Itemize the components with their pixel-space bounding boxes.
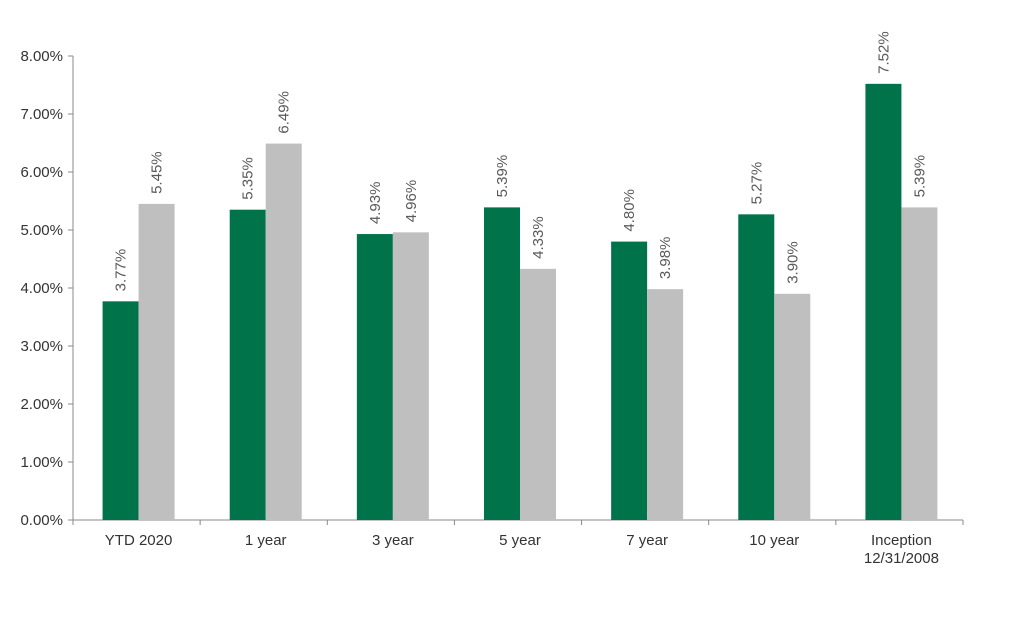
x-tick-label: 3 year bbox=[372, 532, 414, 549]
value-label: 4.93% bbox=[367, 182, 384, 225]
y-tick-label: 8.00% bbox=[20, 48, 63, 65]
value-label: 5.35% bbox=[240, 157, 257, 200]
value-label: 7.52% bbox=[875, 31, 892, 74]
x-tick-label: YTD 2020 bbox=[105, 532, 173, 549]
value-label: 4.96% bbox=[403, 180, 420, 223]
value-label: 3.77% bbox=[113, 249, 130, 292]
value-label: 3.98% bbox=[657, 237, 674, 280]
value-label: 6.49% bbox=[276, 91, 293, 134]
bar bbox=[392, 232, 429, 520]
y-tick-label: 7.00% bbox=[20, 106, 63, 123]
bar bbox=[611, 241, 648, 520]
value-label: 4.33% bbox=[530, 216, 547, 259]
bar bbox=[265, 143, 302, 520]
bar bbox=[229, 209, 266, 520]
value-label: 4.80% bbox=[621, 189, 638, 232]
y-tick-label: 3.00% bbox=[20, 338, 63, 355]
value-label: 3.90% bbox=[784, 241, 801, 284]
y-tick-label: 2.00% bbox=[20, 396, 63, 413]
value-label: 5.39% bbox=[494, 155, 511, 198]
bar bbox=[865, 83, 902, 520]
x-tick-label: 1 year bbox=[245, 532, 287, 549]
x-tick-label: 5 year bbox=[499, 532, 541, 549]
bar bbox=[102, 301, 139, 520]
bar bbox=[356, 234, 393, 520]
bar bbox=[738, 214, 775, 520]
value-label: 5.45% bbox=[149, 151, 166, 194]
y-tick-label: 0.00% bbox=[20, 512, 63, 529]
bar bbox=[774, 293, 811, 520]
bar bbox=[138, 203, 175, 520]
bar bbox=[901, 207, 938, 520]
y-tick-label: 5.00% bbox=[20, 222, 63, 239]
y-tick-label: 1.00% bbox=[20, 454, 63, 471]
x-tick-label: 7 year bbox=[626, 532, 668, 549]
bar bbox=[484, 207, 520, 520]
bar bbox=[647, 289, 684, 520]
value-label: 5.27% bbox=[748, 162, 765, 205]
y-tick-label: 4.00% bbox=[20, 280, 63, 297]
x-tick-label: 10 year bbox=[749, 532, 799, 549]
bar bbox=[520, 268, 556, 520]
y-tick-label: 6.00% bbox=[20, 164, 63, 181]
value-label: 5.39% bbox=[911, 155, 928, 198]
x-tick-label: Inception 12/31/2008 bbox=[864, 532, 939, 567]
